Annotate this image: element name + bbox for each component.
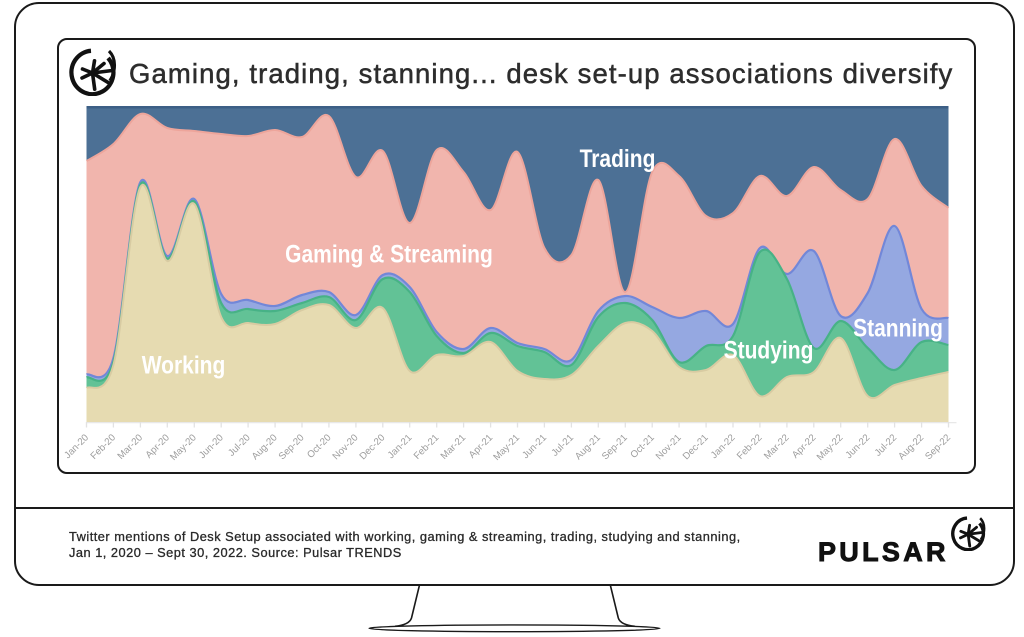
svg-text:May-21: May-21 bbox=[491, 432, 522, 463]
svg-text:Dec-21: Dec-21 bbox=[681, 432, 711, 462]
svg-text:Aug-22: Aug-22 bbox=[896, 432, 926, 462]
svg-text:Jun-21: Jun-21 bbox=[520, 432, 549, 461]
svg-text:Nov-21: Nov-21 bbox=[654, 432, 684, 462]
svg-text:Sep-21: Sep-21 bbox=[600, 432, 630, 462]
svg-text:Stanning: Stanning bbox=[853, 314, 943, 342]
svg-text:Aug-21: Aug-21 bbox=[573, 432, 603, 462]
svg-text:Jan-21: Jan-21 bbox=[386, 432, 415, 461]
svg-text:Mar-21: Mar-21 bbox=[439, 432, 468, 461]
svg-text:Jun-22: Jun-22 bbox=[844, 432, 873, 461]
svg-text:Feb-20: Feb-20 bbox=[89, 432, 119, 462]
svg-text:Gaming & Streaming: Gaming & Streaming bbox=[285, 240, 493, 268]
svg-text:Jan-22: Jan-22 bbox=[709, 432, 738, 461]
svg-text:Jul-22: Jul-22 bbox=[873, 432, 899, 458]
svg-text:Mar-20: Mar-20 bbox=[116, 432, 146, 462]
svg-text:Apr-22: Apr-22 bbox=[790, 432, 818, 460]
svg-text:Oct-21: Oct-21 bbox=[628, 432, 656, 460]
svg-text:May-20: May-20 bbox=[168, 432, 199, 463]
svg-text:Sep-22: Sep-22 bbox=[923, 432, 953, 462]
svg-text:May-22: May-22 bbox=[815, 432, 846, 463]
svg-text:Studying: Studying bbox=[724, 336, 814, 364]
svg-text:Nov-20: Nov-20 bbox=[331, 432, 361, 462]
svg-text:Feb-22: Feb-22 bbox=[735, 432, 764, 461]
svg-text:Trading: Trading bbox=[580, 144, 656, 172]
svg-text:Apr-21: Apr-21 bbox=[467, 432, 495, 460]
svg-text:Working: Working bbox=[142, 351, 226, 379]
svg-text:Oct-20: Oct-20 bbox=[305, 432, 334, 461]
svg-text:Dec-20: Dec-20 bbox=[358, 432, 388, 462]
svg-text:Mar-22: Mar-22 bbox=[762, 432, 791, 461]
svg-text:Jun-20: Jun-20 bbox=[197, 432, 226, 461]
svg-text:Sep-20: Sep-20 bbox=[277, 432, 307, 462]
svg-text:Aug-20: Aug-20 bbox=[250, 432, 280, 462]
svg-text:Feb-21: Feb-21 bbox=[412, 432, 441, 461]
